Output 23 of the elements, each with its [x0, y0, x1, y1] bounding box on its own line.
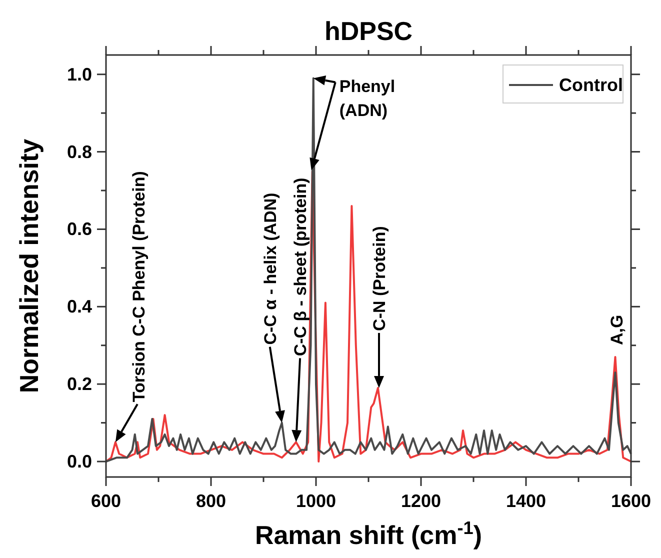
x-axis-title: Raman shift (cm$^{-1}$) [254, 518, 482, 550]
y-tick-label: 0.2 [66, 374, 92, 394]
x-tick-label: 600 [90, 491, 122, 511]
y-tick-label: 0.4 [66, 296, 92, 317]
annotation: C-N (Protein) [370, 226, 389, 331]
legend-label: Control [559, 75, 623, 95]
x-tick-label: 1400 [506, 491, 546, 511]
x-tick-label: 1200 [400, 491, 442, 511]
annotation: Phenyl (ADN) [339, 77, 396, 120]
line-series [105, 77, 632, 463]
x-tick-label: 1600 [610, 491, 652, 511]
chart-title: hDPSC [324, 16, 413, 46]
annotation: C-C β - sheet (protein) [291, 178, 310, 356]
annotation: A,G [607, 314, 626, 345]
y-axis-title: Normalized intensity [14, 138, 44, 394]
annotation: Torsion C-C Phenyl (Protein) [129, 171, 148, 402]
y-tick-label: 0.8 [66, 142, 92, 162]
x-tick-label: 1000 [296, 491, 336, 511]
x-tick-label: 800 [196, 491, 226, 511]
y-tick-label: 0.0 [66, 452, 92, 472]
annotation: C-C α - helix (ADN) [260, 192, 280, 345]
y-tick-label: 0.6 [66, 219, 92, 240]
y-tick-label: 1.0 [66, 64, 92, 84]
